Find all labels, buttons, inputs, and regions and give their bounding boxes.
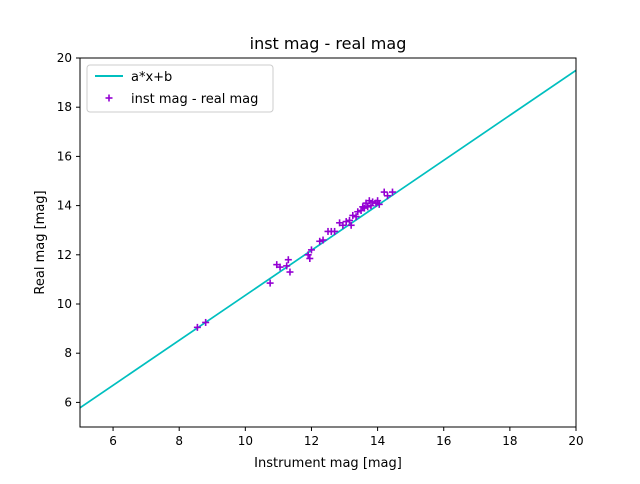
x-tick-label: 12: [304, 434, 319, 448]
legend-marker-swatch: [105, 94, 113, 102]
scatter-point: [316, 237, 324, 245]
legend: a*x+b inst mag - real mag: [86, 64, 274, 113]
scatter-point: [354, 208, 362, 216]
scatter-point: [384, 192, 392, 200]
y-axis-label: Real mag [mag]: [33, 190, 48, 294]
plot-area: [80, 69, 576, 409]
scatter-point: [306, 254, 314, 262]
scatter-point: [276, 263, 284, 271]
scatter-point: [283, 262, 291, 270]
scatter-point: [342, 218, 350, 226]
scatter-point: [266, 279, 274, 287]
scatter-point: [380, 188, 388, 196]
scatter-point: [388, 188, 396, 196]
legend-marker: [105, 94, 113, 102]
scatter-point: [349, 211, 357, 219]
legend-label-scatter: inst mag - real mag: [131, 92, 258, 107]
y-tick-label: 16: [57, 149, 72, 163]
legend-label-fit: a*x+b: [131, 70, 172, 85]
scatter-point: [374, 197, 382, 205]
y-tick-label: 8: [64, 346, 72, 360]
y-tick-label: 20: [57, 51, 72, 65]
scatter-point: [304, 251, 312, 259]
scatter-point: [375, 200, 383, 208]
scatter-point: [193, 323, 201, 331]
scatter-point: [369, 198, 377, 206]
y-tick-label: 6: [64, 395, 72, 409]
y-tick-label: 18: [57, 100, 72, 114]
scatter-point: [339, 221, 347, 229]
x-tick-label: 10: [238, 434, 253, 448]
chart-title: inst mag - real mag: [250, 34, 407, 53]
x-tick-label: 18: [502, 434, 517, 448]
legend-box: [86, 64, 274, 113]
x-tick-label: 20: [568, 434, 583, 448]
scatter-point: [284, 256, 292, 264]
scatter-point: [202, 318, 210, 326]
scatter-point: [365, 197, 373, 205]
scatter-point: [345, 216, 353, 224]
scatter-point: [331, 227, 339, 235]
x-tick-label: 14: [370, 434, 385, 448]
x-axis-label: Instrument mag [mag]: [254, 456, 402, 471]
scatter-point: [319, 236, 327, 244]
x-tick-label: 16: [436, 434, 451, 448]
y-tick-label: 10: [57, 297, 72, 311]
scatter-point: [367, 202, 375, 210]
scatter-point: [360, 204, 368, 212]
y-tick-label: 14: [57, 199, 72, 213]
scatter-point: [347, 221, 355, 229]
axes-frame: [79, 57, 577, 428]
y-tick-label: 12: [57, 248, 72, 262]
scatter-point: [364, 203, 372, 211]
fit-line: [80, 69, 576, 409]
scatter-point: [286, 268, 294, 276]
scatter-point: [307, 246, 315, 254]
x-tick-label: 6: [109, 434, 117, 448]
scatter-point: [352, 213, 360, 221]
x-tick-label: 8: [175, 434, 183, 448]
